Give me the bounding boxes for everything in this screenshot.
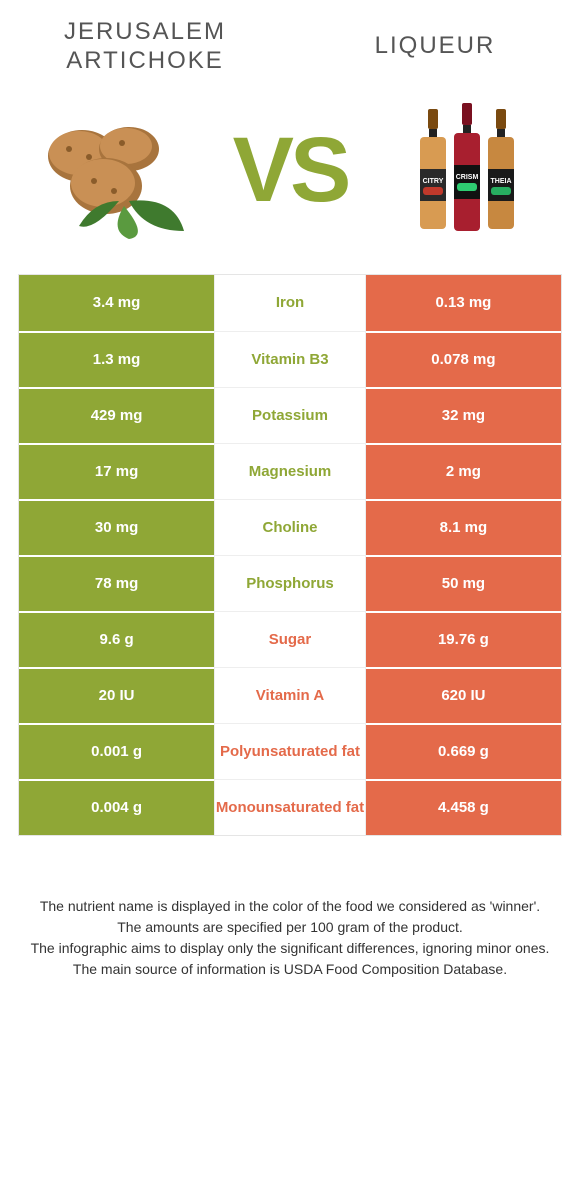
table-row: 17 mgMagnesium2 mg	[19, 443, 561, 499]
footnote-line: The main source of information is USDA F…	[30, 959, 550, 980]
value-left: 0.001 g	[19, 723, 214, 779]
value-right: 0.13 mg	[366, 275, 561, 331]
table-row: 3.4 mgIron0.13 mg	[19, 275, 561, 331]
hero-row: VS CITRY CRISM THEIA	[0, 86, 580, 256]
svg-text:CRISM: CRISM	[456, 174, 479, 181]
value-right: 0.078 mg	[366, 331, 561, 387]
table-row: 20 IUVitamin A620 IU	[19, 667, 561, 723]
footnote-line: The nutrient name is displayed in the co…	[30, 896, 550, 917]
liqueur-image: CITRY CRISM THEIA	[386, 101, 546, 241]
value-left: 429 mg	[19, 387, 214, 443]
nutrient-label: Vitamin A	[214, 667, 366, 723]
value-left: 17 mg	[19, 443, 214, 499]
nutrient-label: Monounsaturated fat	[214, 779, 366, 835]
titles-row: Jerusalem artichoke Liqueur	[0, 18, 580, 76]
nutrient-label: Iron	[214, 275, 366, 331]
nutrient-label: Vitamin B3	[214, 331, 366, 387]
value-left: 3.4 mg	[19, 275, 214, 331]
value-left: 1.3 mg	[19, 331, 214, 387]
value-left: 9.6 g	[19, 611, 214, 667]
value-right: 4.458 g	[366, 779, 561, 835]
footnotes: The nutrient name is displayed in the co…	[30, 896, 550, 980]
footnote-line: The infographic aims to display only the…	[30, 938, 550, 959]
title-right: Liqueur	[290, 18, 580, 76]
vs-text: VS	[233, 118, 348, 223]
value-right: 19.76 g	[366, 611, 561, 667]
table-row: 429 mgPotassium32 mg	[19, 387, 561, 443]
table-row: 0.004 gMonounsaturated fat4.458 g	[19, 779, 561, 835]
footnote-line: The amounts are specified per 100 gram o…	[30, 917, 550, 938]
table-row: 0.001 gPolyunsaturated fat0.669 g	[19, 723, 561, 779]
artichoke-image	[34, 101, 194, 241]
value-right: 8.1 mg	[366, 499, 561, 555]
nutrient-label: Polyunsaturated fat	[214, 723, 366, 779]
table-row: 78 mgPhosphorus50 mg	[19, 555, 561, 611]
value-left: 78 mg	[19, 555, 214, 611]
nutrient-label: Sugar	[214, 611, 366, 667]
value-right: 620 IU	[366, 667, 561, 723]
title-left: Jerusalem artichoke	[0, 18, 290, 76]
value-left: 0.004 g	[19, 779, 214, 835]
svg-text:THEIA: THEIA	[490, 178, 511, 185]
value-right: 32 mg	[366, 387, 561, 443]
comparison-table: 3.4 mgIron0.13 mg1.3 mgVitamin B30.078 m…	[18, 274, 562, 836]
value-left: 30 mg	[19, 499, 214, 555]
table-row: 1.3 mgVitamin B30.078 mg	[19, 331, 561, 387]
nutrient-label: Choline	[214, 499, 366, 555]
value-left: 20 IU	[19, 667, 214, 723]
nutrient-label: Phosphorus	[214, 555, 366, 611]
nutrient-label: Potassium	[214, 387, 366, 443]
table-row: 9.6 gSugar19.76 g	[19, 611, 561, 667]
value-right: 0.669 g	[366, 723, 561, 779]
svg-text:CITRY: CITRY	[422, 178, 443, 185]
table-row: 30 mgCholine8.1 mg	[19, 499, 561, 555]
nutrient-label: Magnesium	[214, 443, 366, 499]
value-right: 2 mg	[366, 443, 561, 499]
value-right: 50 mg	[366, 555, 561, 611]
